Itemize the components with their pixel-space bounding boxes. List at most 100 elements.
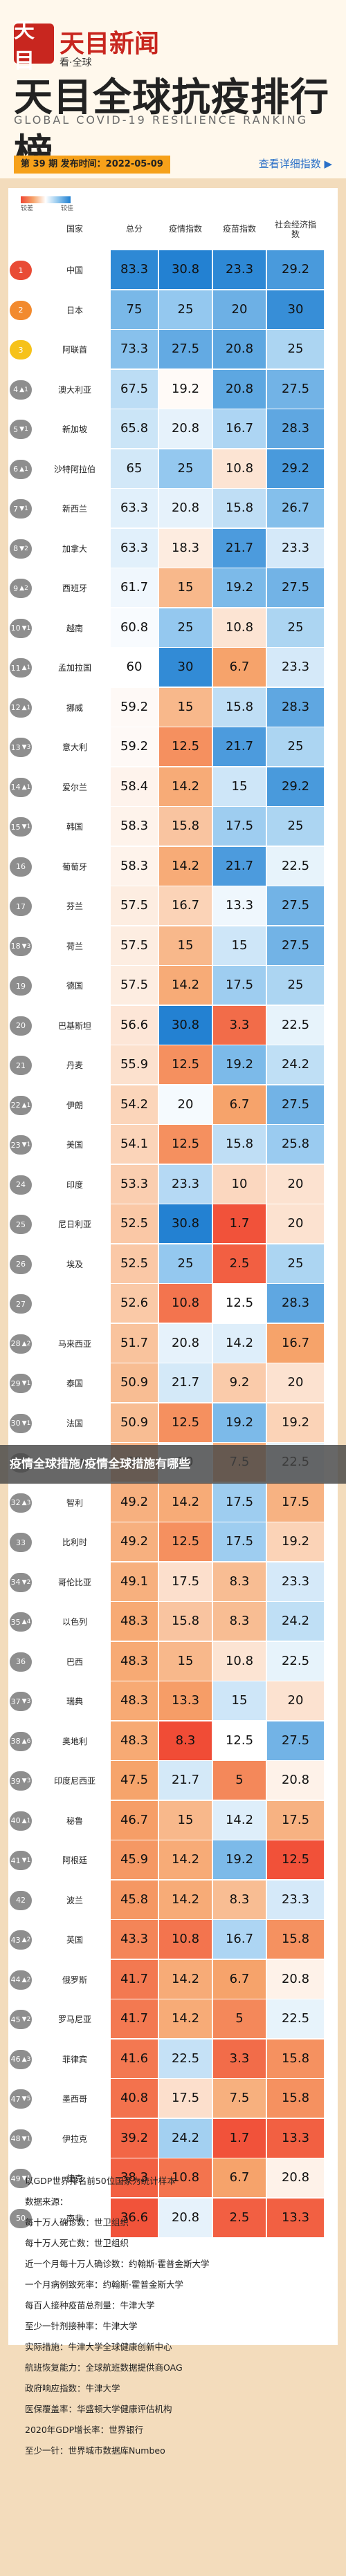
table-row: 37 ▼3 瑞典 48.3 13.3 15 20 xyxy=(0,1681,346,1721)
social-score: 23.3 xyxy=(267,1880,324,1919)
vaccine-score: 1.7 xyxy=(213,1204,266,1243)
rank-badge: 40 ▲1 xyxy=(10,1811,32,1831)
table-row: 33 比利时 49.2 12.5 17.5 19.2 xyxy=(0,1522,346,1562)
total-score: 75 xyxy=(111,290,158,329)
vaccine-score: 12.5 xyxy=(213,1284,266,1323)
control-score: 18.3 xyxy=(159,528,212,568)
control-score: 14.2 xyxy=(159,767,212,806)
watermark-banner: 疫情全球措施/疫情全球措施有哪些 xyxy=(0,1445,346,1484)
rank-badge: 2 xyxy=(10,300,32,320)
table-row: 45 ▼2 罗马尼亚 41.7 14.2 5 22.5 xyxy=(0,1999,346,2040)
country-name: 德国 xyxy=(66,981,83,991)
control-score: 12.5 xyxy=(159,1403,212,1442)
rank-number: 33 xyxy=(16,1538,26,1547)
country-name: 巴西 xyxy=(66,1656,83,1667)
rank-change: ▲2 xyxy=(21,1340,31,1347)
table-row: 43 ▲2 英国 43.3 10.8 16.7 15.8 xyxy=(0,1920,346,1960)
vaccine-score: 21.7 xyxy=(213,528,266,568)
social-score: 28.3 xyxy=(267,687,324,727)
control-score: 14.2 xyxy=(159,966,212,1005)
note-line: 2020年GDP增长率：世界银行 xyxy=(25,2425,144,2435)
total-score: 48.3 xyxy=(111,1681,158,1720)
rank-number: 7 xyxy=(13,504,19,514)
logo-glyph: 天目 xyxy=(14,19,35,73)
rank-badge: 27 xyxy=(10,1294,32,1314)
country-name: 哥伦比亚 xyxy=(57,1577,91,1587)
total-score: 65 xyxy=(111,449,158,488)
rank-badge: 6 ▲1 xyxy=(10,459,32,479)
control-score: 20.8 xyxy=(159,1323,212,1363)
table-row: 29 ▼1 泰国 50.9 21.7 9.2 20 xyxy=(0,1363,346,1403)
total-score: 61.7 xyxy=(111,568,158,607)
social-score: 20.8 xyxy=(267,2158,324,2197)
social-score: 25.8 xyxy=(267,1125,324,1164)
table-row: 32 ▲3 智利 49.2 14.2 17.5 17.5 xyxy=(0,1482,346,1523)
social-score: 15.8 xyxy=(267,1920,324,1959)
social-score: 27.5 xyxy=(267,568,324,607)
social-score: 27.5 xyxy=(267,1085,324,1124)
rank-badge: 3 xyxy=(10,340,32,360)
vaccine-score: 5 xyxy=(213,1999,266,2038)
country-name: 意大利 xyxy=(62,743,87,752)
social-score: 28.3 xyxy=(267,409,324,448)
social-score: 25 xyxy=(267,1244,324,1283)
rank-change: ▼1 xyxy=(21,624,31,632)
note-line: 每十万人死亡数：世卫组织 xyxy=(25,2238,129,2248)
social-score: 13.3 xyxy=(267,2118,324,2158)
rank-badge: 26 xyxy=(10,1254,32,1274)
total-score: 49.2 xyxy=(111,1522,158,1561)
total-score: 48.3 xyxy=(111,1602,158,1641)
rank-badge: 17 xyxy=(10,897,32,916)
country-name: 智利 xyxy=(66,1497,83,1508)
control-score: 14.2 xyxy=(159,1959,212,1999)
rank-change: ▼1 xyxy=(21,2175,31,2182)
rank-change: ▼1 xyxy=(21,1141,31,1148)
social-score: 15.8 xyxy=(267,2039,324,2078)
vaccine-score: 15.8 xyxy=(213,687,266,727)
vaccine-score: 9.2 xyxy=(213,1363,266,1402)
control-score: 14.2 xyxy=(159,846,212,886)
note-line: 政府响应指数：牛津大学 xyxy=(25,2383,120,2393)
total-score: 73.3 xyxy=(111,330,158,368)
country-name: 泰国 xyxy=(66,1379,83,1388)
rank-change: ▲1 xyxy=(21,704,31,711)
control-score: 25 xyxy=(159,290,212,329)
rank-badge: 43 ▲2 xyxy=(10,1930,32,1950)
total-score: 59.2 xyxy=(111,727,158,766)
vaccine-score: 14.2 xyxy=(213,1323,266,1363)
column-headers: 国家 总分 疫情指数 疫苗指数 社会经济指数 xyxy=(0,220,346,248)
vaccine-score: 19.2 xyxy=(213,1403,266,1442)
rank-badge: 4 ▲1 xyxy=(10,380,32,400)
table-row: 28 ▲2 马来西亚 51.7 20.8 14.2 16.7 xyxy=(0,1323,346,1364)
brand-name: 天目新闻 xyxy=(60,30,160,58)
country-name: 新西兰 xyxy=(62,504,87,514)
header-vaccine: 疫苗指数 xyxy=(222,224,256,234)
vaccine-score: 20.8 xyxy=(213,330,266,368)
rank-number: 3 xyxy=(18,345,24,355)
total-score: 54.1 xyxy=(111,1125,158,1164)
detail-link[interactable]: 查看详细指数 ▶ xyxy=(258,158,332,170)
rank-change: ▼1 xyxy=(21,1419,31,1427)
vaccine-score: 10.8 xyxy=(213,608,266,647)
rank-badge: 23 ▼1 xyxy=(10,1135,32,1155)
vaccine-score: 21.7 xyxy=(213,727,266,766)
country-name: 芬兰 xyxy=(66,902,83,911)
rank-badge: 36 xyxy=(10,1652,32,1672)
vaccine-score: 6.7 xyxy=(213,2158,266,2197)
note-line: 至少一针剂接种率：牛津大学 xyxy=(25,2321,138,2331)
brand-logo: 天目 xyxy=(14,19,54,73)
rank-number: 36 xyxy=(16,1657,26,1666)
note-line: 医保覆盖率：华盛顿大学健康评估机构 xyxy=(25,2404,172,2414)
total-score: 52.5 xyxy=(111,1204,158,1243)
total-score: 60.8 xyxy=(111,608,158,647)
vaccine-score: 15 xyxy=(213,767,266,806)
country-name: 以色列 xyxy=(62,1617,87,1627)
table-row: 20 巴基斯坦 56.6 30.8 3.3 22.5 xyxy=(0,1005,346,1046)
rank-badge: 11 ▲1 xyxy=(10,658,32,678)
rank-badge: 38 ▲6 xyxy=(10,1731,32,1751)
social-score: 29.2 xyxy=(267,767,324,806)
control-score: 15.8 xyxy=(159,807,212,846)
control-score: 14.2 xyxy=(159,1840,212,1879)
rank-number: 25 xyxy=(16,1220,26,1229)
control-score: 15 xyxy=(159,687,212,727)
